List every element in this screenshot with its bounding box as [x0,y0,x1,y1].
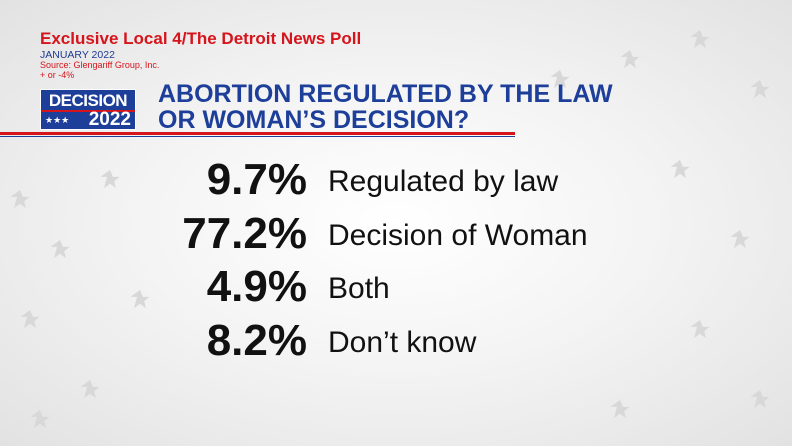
result-value: 77.2% [182,208,307,258]
decision-logo: DECISION ★★★ 2022 [40,89,136,130]
poll-source: Source: Glengariff Group, Inc. [40,60,160,70]
result-label: Both [328,272,390,305]
result-label: Decision of Woman [328,218,588,252]
poll-title: Exclusive Local 4/The Detroit News Poll [40,29,362,48]
result-label: Regulated by law [328,165,559,198]
result-value: 8.2% [206,315,307,365]
red-rule [0,132,515,135]
poll-margin: + or -4% [40,70,75,80]
result-value: 4.9% [206,262,307,311]
result-value: 9.7% [206,155,307,204]
question-line1: ABORTION REGULATED BY THE LAW [158,80,613,108]
question-line2: OR WOMAN’S DECISION? [158,106,470,134]
logo-line2: 2022 [88,109,131,130]
result-label: Don’t know [328,325,477,359]
logo-line1: DECISION [48,91,128,110]
blue-rule [0,136,515,137]
logo-stars: ★★★ [45,115,70,125]
logo-bar [41,110,135,112]
poll-date: JANUARY 2022 [40,49,115,61]
